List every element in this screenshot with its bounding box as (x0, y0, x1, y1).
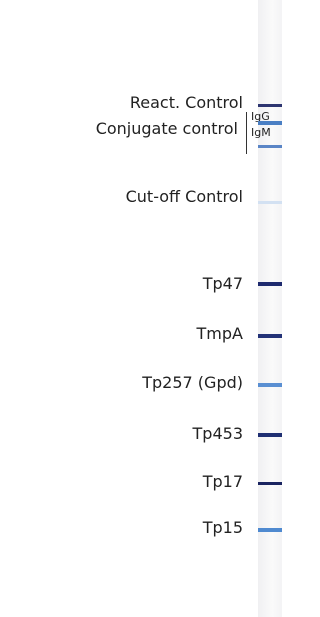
band (258, 383, 282, 387)
band-label: Cut-off Control (126, 187, 243, 207)
band (258, 282, 282, 286)
band-label: React. Control (130, 93, 243, 113)
band (258, 145, 282, 148)
sub-label: IgM (251, 127, 271, 139)
band-label: Tp257 (Gpd) (142, 373, 243, 393)
band (258, 528, 282, 532)
band-label: TmpA (197, 324, 243, 344)
band (258, 433, 282, 437)
band (258, 104, 282, 107)
page: {"strip": { "reaction_control": "React. … (0, 0, 282, 617)
band-label: Tp17 (203, 472, 243, 492)
band-label: Tp15 (203, 518, 243, 538)
band (258, 121, 282, 125)
test-strip (258, 0, 282, 617)
band-label: Conjugate control (96, 119, 238, 139)
band-label: Tp47 (203, 274, 243, 294)
bracket (246, 112, 247, 154)
band-label: Tp453 (193, 424, 243, 444)
band (258, 201, 282, 204)
band (258, 334, 282, 338)
band (258, 482, 282, 485)
